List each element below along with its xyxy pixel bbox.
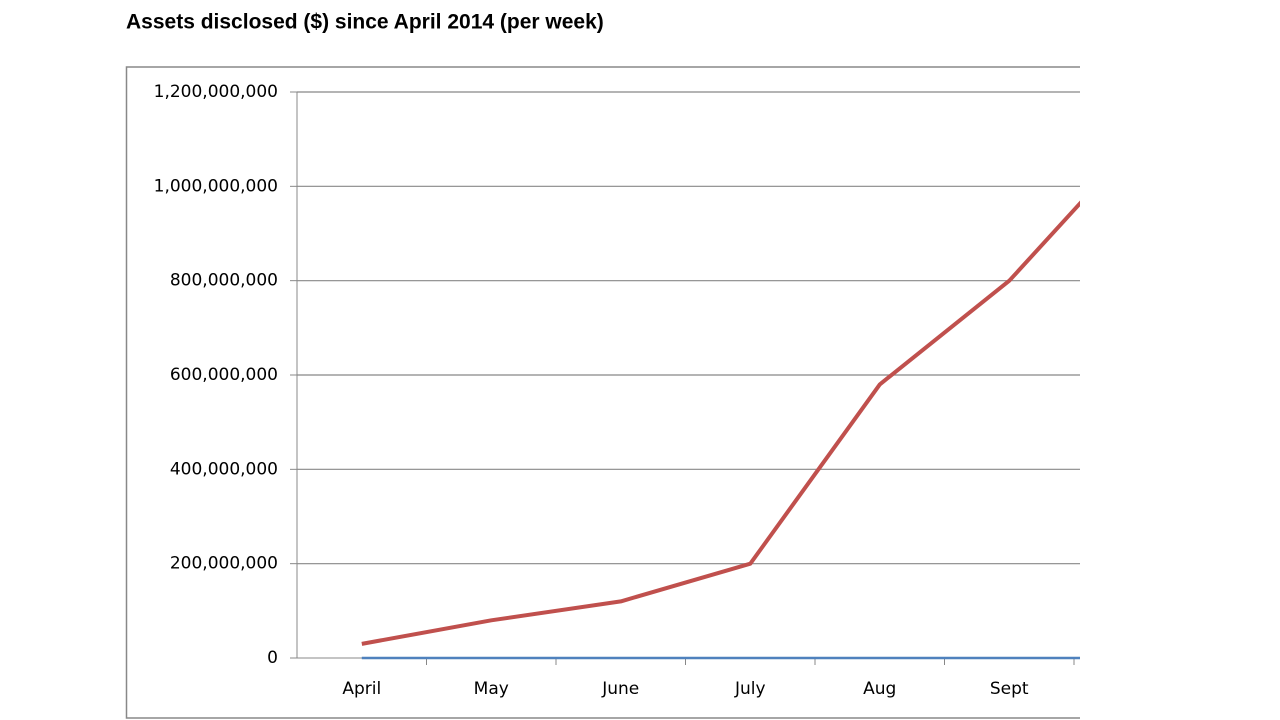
y-tick-label: 800,000,000 xyxy=(170,271,278,291)
x-tick-label: June xyxy=(601,679,639,699)
chart-title: Assets disclosed ($) since April 2014 (p… xyxy=(126,11,604,34)
line-series xyxy=(361,200,1080,646)
y-tick-label: 0 xyxy=(267,648,278,668)
x-tick-label: April xyxy=(342,679,381,699)
x-tick-label: Aug xyxy=(863,679,896,699)
plot-area xyxy=(297,91,1080,665)
y-tick-label: 400,000,000 xyxy=(170,459,278,479)
y-tick-label: 1,000,000,000 xyxy=(154,176,278,196)
y-tick-label: 1,200,000,000 xyxy=(154,82,278,102)
x-tick-label: May xyxy=(474,679,509,699)
y-tick-label: 600,000,000 xyxy=(170,365,278,385)
chart-frame xyxy=(125,66,1080,719)
y-tick-label: 200,000,000 xyxy=(170,554,278,574)
x-tick-label: Sept xyxy=(990,679,1029,699)
x-tick-label: July xyxy=(734,679,766,699)
